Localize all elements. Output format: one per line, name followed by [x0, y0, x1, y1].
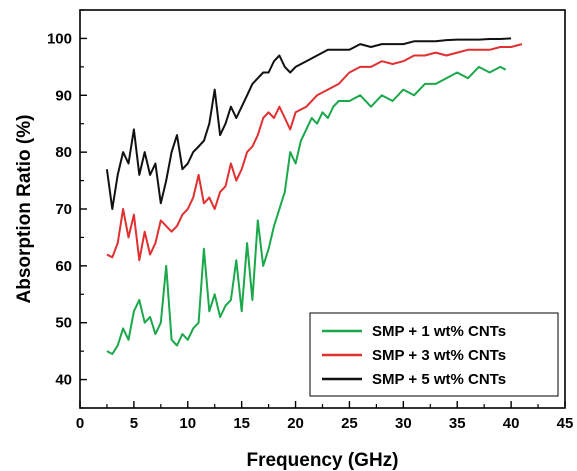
- legend-label-1wt: SMP + 1 wt% CNTs: [372, 323, 506, 340]
- x-tick-label: 40: [503, 415, 520, 432]
- y-tick-label: 50: [55, 315, 72, 332]
- x-tick-label: 25: [341, 415, 358, 432]
- y-tick-label: 60: [55, 258, 72, 275]
- legend-entry-1wt: SMP + 1 wt% CNTs: [322, 323, 506, 340]
- y-tick-label: 80: [55, 144, 72, 161]
- x-tick-label: 30: [395, 415, 412, 432]
- legend-label-3wt: SMP + 3 wt% CNTs: [372, 347, 506, 364]
- x-axis-label: Frequency (GHz): [246, 450, 398, 471]
- series-line-2: [105, 37, 512, 210]
- x-tick-label: 15: [233, 415, 250, 432]
- legend-entry-5wt: SMP + 5 wt% CNTs: [322, 371, 506, 388]
- series-line-0: [106, 65, 507, 355]
- y-axis-label: Absorption Ratio (%): [14, 115, 35, 304]
- y-tick-label: 70: [55, 201, 72, 218]
- y-tick-label: 90: [55, 87, 72, 104]
- x-axis: 0 5 10 15 20 25 30 35 40 45: [76, 401, 574, 432]
- x-tick-label: 20: [287, 415, 304, 432]
- y-axis: 40 50 60 70 80 90 100: [47, 9, 87, 409]
- x-tick-label: 35: [449, 415, 466, 432]
- x-tick-label: 5: [130, 415, 138, 432]
- series-line-1: [106, 43, 523, 262]
- legend-entry-3wt: SMP + 3 wt% CNTs: [322, 347, 506, 364]
- plot-lines: [105, 37, 523, 355]
- legend: SMP + 1 wt% CNTs SMP + 3 wt% CNTs SMP + …: [309, 312, 559, 397]
- x-tick-label: 10: [179, 415, 196, 432]
- y-tick-label: 40: [55, 372, 72, 389]
- y-tick-label: 100: [47, 30, 72, 47]
- x-tick-label: 0: [76, 415, 84, 432]
- x-tick-label: 45: [557, 415, 574, 432]
- legend-label-5wt: SMP + 5 wt% CNTs: [372, 371, 506, 388]
